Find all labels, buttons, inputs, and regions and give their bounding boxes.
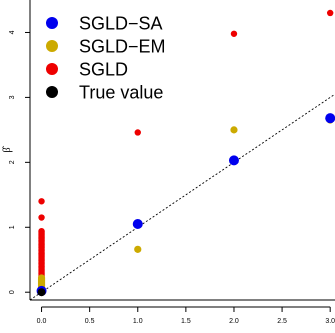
legend-marker <box>46 17 58 29</box>
point-sgld <box>38 214 45 221</box>
x-tick-label: 0.5 <box>85 318 95 325</box>
point-sgld <box>326 9 334 17</box>
reference-line <box>30 93 335 300</box>
point-sgld-sa <box>325 113 335 124</box>
point-sgld <box>38 227 45 235</box>
x-tick-label: 1.0 <box>133 318 143 325</box>
x-tick-label: 3.0 <box>325 318 335 325</box>
point-true-value <box>37 288 46 297</box>
y-tick-label: 2 <box>9 160 16 164</box>
point-sgld <box>230 30 238 37</box>
y-tick-label: 4 <box>9 30 16 34</box>
y-axis-title: β̂ <box>2 145 13 152</box>
legend-label: SGLD−SA <box>79 14 163 34</box>
legend-marker <box>46 63 58 75</box>
chart-axes: 0.0 0.5 1.0 1.5 2.0 2.5 3.0 0 1 2 3 4 <box>9 0 335 325</box>
point-sgld-sa <box>228 155 239 166</box>
x-tick-label: 1.5 <box>181 318 191 325</box>
y-tick-label: 3 <box>9 95 16 99</box>
point-sgld <box>38 198 45 205</box>
point-sgld-em <box>230 126 238 134</box>
legend-label: True value <box>79 83 163 103</box>
legend-label: SGLD−EM <box>79 37 166 57</box>
legend-marker <box>46 40 58 52</box>
legend: SGLD−SA SGLD−EM SGLD True value <box>46 14 166 103</box>
point-sgld <box>134 129 141 136</box>
x-tick-label: 0.0 <box>37 318 47 325</box>
y-tick-label: 0 <box>9 290 16 294</box>
legend-marker <box>46 86 58 98</box>
legend-label: SGLD <box>79 60 128 80</box>
point-sgld-em <box>37 274 46 282</box>
point-sgld-sa <box>132 219 143 230</box>
y-tick-label: 1 <box>9 225 16 229</box>
point-sgld-em <box>134 245 142 253</box>
data-points <box>36 9 335 297</box>
x-tick-label: 2.5 <box>277 318 287 325</box>
x-tick-label: 2.0 <box>229 318 239 325</box>
